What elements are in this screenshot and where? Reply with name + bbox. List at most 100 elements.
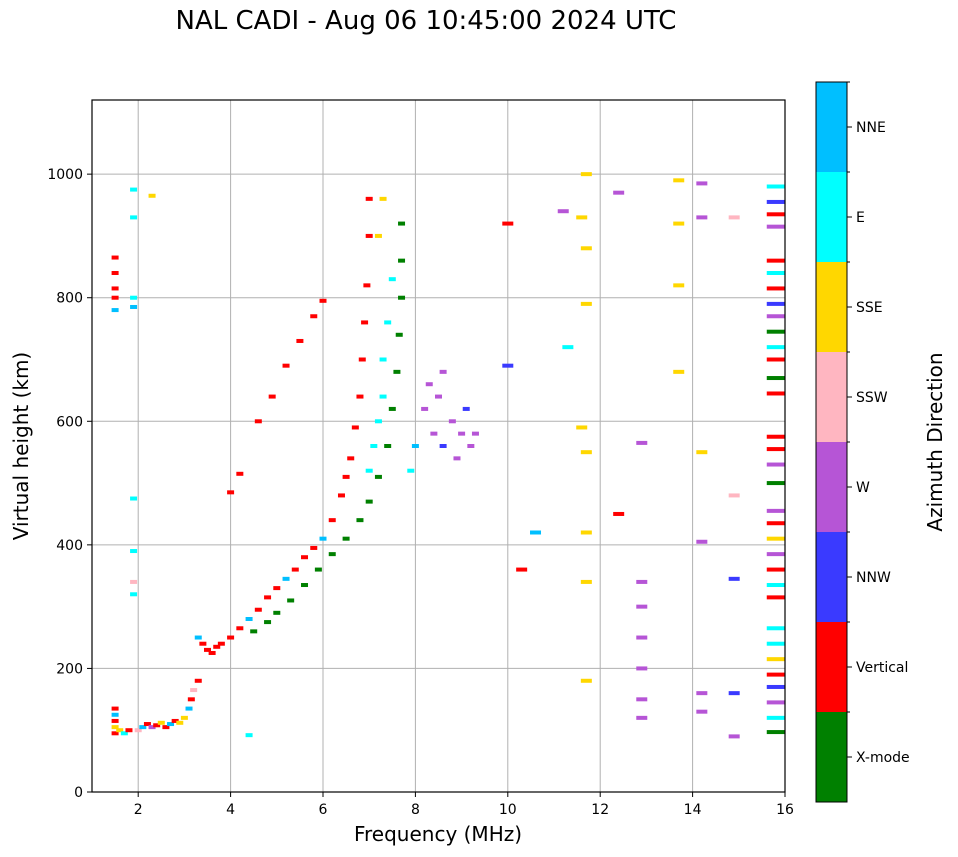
data-point bbox=[562, 345, 574, 350]
data-point bbox=[430, 431, 438, 436]
series-upper-secondary-trace bbox=[227, 298, 327, 495]
colorbar-label-nnw: NNW bbox=[856, 570, 891, 586]
data-point bbox=[213, 644, 221, 649]
x-tick-label: 2 bbox=[134, 802, 143, 818]
chart-title: NAL CADI - Aug 06 10:45:00 2024 UTC bbox=[175, 6, 677, 36]
data-point bbox=[111, 725, 119, 730]
data-point bbox=[766, 700, 785, 705]
data-point bbox=[636, 440, 648, 445]
data-point bbox=[185, 706, 193, 711]
colorbar-label-sse: SSE bbox=[856, 300, 883, 316]
data-point bbox=[453, 456, 461, 461]
x-tick-label: 16 bbox=[776, 802, 794, 818]
data-point bbox=[111, 308, 119, 313]
data-point bbox=[580, 172, 592, 177]
data-point bbox=[766, 481, 785, 486]
data-point bbox=[421, 406, 429, 411]
data-point bbox=[111, 295, 119, 300]
data-point bbox=[361, 320, 369, 325]
data-point bbox=[576, 425, 588, 430]
y-tick-label: 0 bbox=[74, 785, 83, 801]
data-point bbox=[162, 725, 170, 730]
data-point bbox=[766, 345, 785, 350]
data-point bbox=[728, 493, 740, 498]
data-point bbox=[458, 431, 466, 436]
y-tick-label: 600 bbox=[56, 414, 83, 430]
x-axis-ticks: 2 4 6 8 10 12 14 16 bbox=[134, 792, 794, 818]
data-marks bbox=[111, 172, 785, 739]
colorbar-label-x-mode: X-mode bbox=[856, 750, 910, 766]
data-point bbox=[766, 536, 785, 541]
data-point bbox=[130, 295, 138, 300]
data-point bbox=[576, 215, 588, 220]
series-right-edge-band bbox=[766, 184, 785, 735]
data-point bbox=[111, 271, 119, 275]
data-point bbox=[766, 184, 785, 189]
data-point bbox=[766, 258, 785, 263]
plot-frame bbox=[91, 99, 786, 793]
x-tick-label: 14 bbox=[684, 802, 702, 818]
data-point bbox=[766, 447, 785, 452]
data-point bbox=[282, 576, 290, 581]
colorbar-segment-nnw bbox=[816, 532, 847, 622]
data-point bbox=[766, 376, 785, 381]
data-point bbox=[319, 536, 327, 541]
data-point bbox=[728, 215, 740, 220]
data-point bbox=[194, 678, 202, 683]
data-point bbox=[395, 332, 403, 337]
data-point bbox=[139, 725, 147, 730]
data-point bbox=[613, 511, 625, 516]
series-F-trace-ordinary bbox=[194, 196, 373, 655]
data-point bbox=[636, 697, 648, 702]
data-point bbox=[153, 723, 161, 728]
data-point bbox=[180, 715, 188, 720]
data-point bbox=[328, 552, 336, 557]
data-point bbox=[379, 357, 387, 362]
x-tick-label: 4 bbox=[226, 802, 235, 818]
colorbar-segment-e bbox=[816, 172, 847, 262]
data-point bbox=[130, 549, 138, 554]
data-point bbox=[351, 425, 359, 430]
data-point bbox=[245, 617, 253, 621]
data-point bbox=[356, 394, 364, 399]
data-point bbox=[407, 468, 415, 473]
series-low-E-trace bbox=[111, 678, 202, 736]
series-F-trace-east bbox=[365, 196, 419, 473]
data-point bbox=[766, 224, 785, 229]
data-point bbox=[167, 722, 175, 727]
data-point bbox=[194, 635, 202, 640]
colorbar-segment-ssw bbox=[816, 352, 847, 442]
data-point bbox=[471, 431, 479, 436]
data-point bbox=[111, 731, 119, 736]
data-point bbox=[287, 598, 295, 603]
series-F-trace-xmode bbox=[250, 221, 406, 634]
data-point bbox=[365, 499, 373, 504]
data-point bbox=[130, 187, 138, 192]
data-point bbox=[673, 283, 685, 288]
y-tick-label: 1000 bbox=[47, 167, 83, 183]
y-axis-label: Virtual height (km) bbox=[9, 352, 33, 541]
data-point bbox=[613, 190, 625, 195]
data-point bbox=[282, 363, 290, 368]
y-tick-label: 800 bbox=[56, 291, 83, 307]
colorbar-frame bbox=[815, 81, 848, 803]
data-point bbox=[766, 521, 785, 526]
data-point bbox=[388, 277, 396, 282]
data-point bbox=[365, 468, 373, 473]
data-point bbox=[728, 576, 740, 581]
data-point bbox=[766, 715, 785, 720]
colorbar-segment-x-mode bbox=[816, 712, 847, 802]
data-point bbox=[462, 406, 470, 411]
data-point bbox=[696, 181, 708, 186]
y-tick-label: 400 bbox=[56, 538, 83, 554]
colorbar-segment-sse bbox=[816, 262, 847, 352]
data-point bbox=[254, 607, 262, 612]
colorbar-label-w: W bbox=[856, 480, 870, 496]
colorbar-segment-nne bbox=[816, 82, 847, 172]
data-point bbox=[319, 298, 327, 303]
data-point bbox=[766, 672, 785, 677]
data-point bbox=[130, 496, 138, 501]
data-point bbox=[766, 641, 785, 646]
data-point bbox=[363, 283, 371, 288]
data-point bbox=[388, 406, 396, 411]
